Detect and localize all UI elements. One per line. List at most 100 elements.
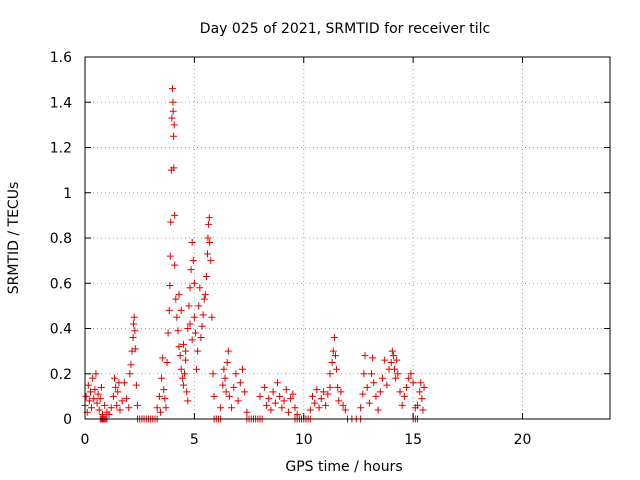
data-point xyxy=(224,347,232,355)
data-point xyxy=(161,395,169,403)
data-point xyxy=(274,379,281,387)
y-tick-label: 1.4 xyxy=(50,95,72,111)
data-point xyxy=(181,370,189,378)
data-point xyxy=(232,370,240,378)
data-point xyxy=(93,399,101,407)
plot-frame xyxy=(84,56,611,420)
data-point xyxy=(403,383,411,391)
data-point xyxy=(357,404,365,412)
data-point xyxy=(210,392,218,400)
data-point xyxy=(333,365,341,373)
data-point xyxy=(361,352,369,360)
data-point xyxy=(158,374,166,382)
data-point xyxy=(196,284,204,292)
data-point xyxy=(179,381,187,389)
data-point xyxy=(289,390,297,398)
x-axis-label: GPS time / hours xyxy=(285,459,402,475)
data-point xyxy=(120,379,128,387)
data-point xyxy=(184,325,192,332)
data-point xyxy=(209,370,217,378)
data-point xyxy=(376,388,384,396)
data-point xyxy=(123,395,131,403)
data-point xyxy=(109,392,117,400)
data-point xyxy=(177,306,185,314)
y-tick-label: 1.6 xyxy=(50,50,72,66)
data-point xyxy=(219,381,227,389)
data-point xyxy=(191,329,199,337)
grid-lines xyxy=(85,57,610,419)
data-point xyxy=(174,327,182,335)
data-point xyxy=(271,399,279,407)
data-point xyxy=(167,218,175,226)
data-point xyxy=(107,404,115,412)
data-point xyxy=(170,132,178,140)
data-point xyxy=(200,295,208,303)
data-point xyxy=(383,381,391,389)
data-point xyxy=(265,395,273,403)
y-tick-label: 1.2 xyxy=(50,141,72,157)
data-point xyxy=(188,239,196,247)
data-point xyxy=(418,395,426,403)
data-point xyxy=(153,404,161,412)
data-point xyxy=(306,406,314,414)
data-point xyxy=(311,399,319,407)
data-point xyxy=(134,401,141,409)
x-tick-label: 0 xyxy=(81,432,90,448)
data-point xyxy=(85,397,93,405)
data-point xyxy=(114,388,122,396)
data-point xyxy=(165,306,173,314)
data-point xyxy=(398,401,406,409)
data-point xyxy=(205,214,213,222)
data-point xyxy=(82,392,90,400)
data-point xyxy=(96,395,104,403)
data-point xyxy=(326,370,334,378)
data-point xyxy=(370,379,378,387)
data-point xyxy=(324,390,332,398)
y-axis-label: SRMTID / TECUs xyxy=(6,182,22,295)
data-point xyxy=(400,392,408,400)
axis-ticks xyxy=(84,56,610,420)
data-point xyxy=(91,386,99,394)
data-point xyxy=(105,410,113,418)
data-point xyxy=(97,383,105,391)
data-point xyxy=(335,397,343,405)
data-point xyxy=(201,291,209,299)
data-point xyxy=(326,383,334,391)
data-point xyxy=(417,379,425,387)
data-point xyxy=(184,397,192,405)
data-point xyxy=(178,374,186,382)
data-point xyxy=(94,390,102,398)
data-point xyxy=(92,370,100,378)
data-point xyxy=(195,302,203,310)
data-point xyxy=(393,356,401,364)
y-tick-label: 0.4 xyxy=(50,322,72,338)
data-point xyxy=(173,313,181,321)
data-point xyxy=(230,383,238,391)
data-point xyxy=(182,347,190,355)
y-tick-label: 0.6 xyxy=(50,276,72,292)
data-point xyxy=(313,386,321,394)
data-point xyxy=(334,383,342,391)
data-point xyxy=(243,408,251,416)
data-point xyxy=(329,347,337,355)
data-point xyxy=(317,395,325,403)
data-point xyxy=(391,365,399,373)
data-point xyxy=(337,388,345,396)
y-tick-label: 0 xyxy=(63,412,72,428)
data-point xyxy=(282,386,290,394)
data-point xyxy=(185,302,193,310)
data-point xyxy=(169,107,177,115)
data-point xyxy=(379,374,386,382)
data-point xyxy=(197,334,205,342)
data-point xyxy=(202,272,210,280)
data-point xyxy=(419,406,427,414)
x-tick-label: 15 xyxy=(404,432,422,448)
data-point xyxy=(193,365,201,373)
data-point xyxy=(198,322,206,330)
data-point xyxy=(169,98,177,106)
x-tick-labels: 0 5 10 15 20 xyxy=(81,432,532,448)
y-tick-labels: 0 0.2 0.4 0.6 0.8 1 1.2 1.4 1.6 xyxy=(50,50,72,428)
data-point xyxy=(328,358,336,366)
data-point xyxy=(156,408,164,416)
data-point xyxy=(341,406,349,414)
